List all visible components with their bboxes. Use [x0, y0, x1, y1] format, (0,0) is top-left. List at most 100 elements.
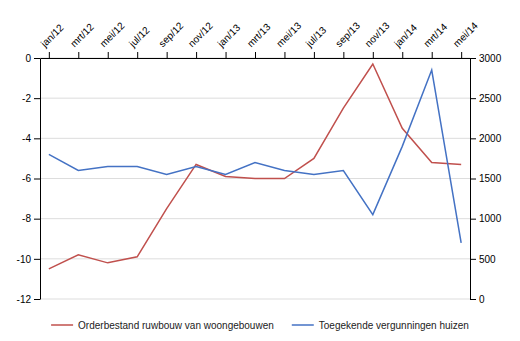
tick-label: jan/13: [215, 22, 243, 50]
legend-label: Toegekende vergunningen huizen: [319, 320, 469, 331]
tick-label: 0: [479, 294, 485, 305]
tick: mei/12: [98, 20, 127, 58]
y-axis-left: 0 -2 -4 -6 -8 -10 -12: [17, 53, 41, 305]
tick: -6: [22, 173, 40, 184]
tick-mark: [470, 179, 476, 180]
tick: mrt/14: [421, 21, 449, 58]
tick-mark: [34, 179, 40, 180]
tick-mark: [167, 52, 168, 58]
tick-label: jul/13: [303, 24, 329, 50]
tick-label: mei/13: [274, 20, 303, 49]
tick-mark: [34, 138, 40, 139]
tick-label: jul/12: [126, 24, 152, 50]
tick-label: 0: [25, 53, 31, 64]
legend: Orderbestand ruwbouw van woongebouwen Toe…: [51, 320, 469, 331]
tick-mark: [255, 52, 256, 58]
tick: nov/12: [186, 20, 215, 58]
tick-mark: [470, 98, 476, 99]
tick-mark: [432, 52, 433, 58]
tick-label: 500: [479, 254, 496, 265]
tick: jan/14: [391, 22, 419, 58]
tick: -8: [22, 213, 40, 224]
tick-label: jan/12: [38, 22, 66, 50]
tick-label: mei/12: [98, 20, 127, 49]
y-axis-right: 0 500 1000 1500 2000 2500 3000: [470, 53, 502, 305]
tick-mark: [34, 58, 40, 59]
tick-label: nov/12: [186, 20, 215, 49]
axis-line: [40, 59, 41, 300]
tick-label: -4: [22, 133, 31, 144]
tick-mark: [34, 299, 40, 300]
tick-mark: [49, 52, 50, 58]
tick-mark: [402, 52, 403, 58]
tick-mark: [108, 52, 109, 58]
tick-mark: [343, 52, 344, 58]
tick-mark: [470, 259, 476, 260]
tick: mei/14: [451, 20, 480, 58]
tick-label: -10: [17, 254, 32, 265]
tick-mark: [196, 52, 197, 58]
tick: sep/12: [156, 20, 185, 58]
tick-mark: [470, 299, 476, 300]
tick-label: sep/12: [156, 20, 185, 49]
axis-line: [41, 58, 471, 59]
line: [49, 70, 461, 243]
tick: nov/13: [363, 20, 392, 58]
tick-mark: [137, 52, 138, 58]
x-axis: jan/12mrt/12mei/12jul/12sep/12nov/12jan/…: [38, 20, 480, 59]
tick-mark: [470, 219, 476, 220]
grid: [40, 58, 470, 299]
tick-label: mrt/13: [245, 21, 273, 49]
tick-label: -6: [22, 173, 31, 184]
tick-label: 1500: [479, 173, 502, 184]
tick: 500: [470, 254, 496, 265]
tick: 0: [470, 294, 485, 305]
tick-label: mei/14: [451, 20, 480, 49]
tick: -12: [17, 294, 40, 305]
tick: mei/13: [274, 20, 303, 58]
tick-label: 2000: [479, 133, 502, 144]
legend-item: Orderbestand ruwbouw van woongebouwen: [51, 320, 274, 331]
tick-mark: [34, 259, 40, 260]
tick-label: nov/13: [363, 20, 392, 49]
tick-mark: [373, 52, 374, 58]
tick: jan/12: [38, 22, 66, 58]
tick: 2000: [470, 133, 502, 144]
tick: 3000: [470, 53, 502, 64]
tick: 0: [25, 53, 40, 64]
grid-line: [40, 299, 470, 300]
legend-swatch: [292, 324, 314, 326]
tick-mark: [34, 98, 40, 99]
tick-mark: [284, 52, 285, 58]
tick-label: -8: [22, 213, 31, 224]
tick-mark: [461, 52, 462, 58]
tick-mark: [314, 52, 315, 58]
legend-swatch: [51, 324, 73, 326]
legend-label: Orderbestand ruwbouw van woongebouwen: [78, 320, 274, 331]
tick-label: -12: [17, 294, 32, 305]
legend-item: Toegekende vergunningen huizen: [292, 320, 469, 331]
tick-mark: [470, 138, 476, 139]
tick: 1000: [470, 213, 502, 224]
grid-line: [40, 218, 470, 219]
tick-label: sep/13: [333, 20, 362, 49]
tick-label: 2500: [479, 93, 502, 104]
tick: jul/12: [126, 24, 152, 58]
tick: mrt/13: [245, 21, 273, 58]
tick-label: -2: [22, 93, 31, 104]
tick-mark: [226, 52, 227, 58]
grid-line: [40, 98, 470, 99]
tick-mark: [470, 58, 476, 59]
tick: sep/13: [333, 20, 362, 58]
tick-label: mrt/12: [68, 21, 96, 49]
tick-mark: [34, 219, 40, 220]
line: [49, 64, 461, 269]
tick: -10: [17, 254, 40, 265]
tick: jul/13: [303, 24, 329, 58]
tick-mark: [78, 52, 79, 58]
tick: -4: [22, 133, 40, 144]
chart: 0-2-4-6-8-10-12050010001500200025003000j…: [0, 0, 520, 341]
grid-line: [40, 258, 470, 259]
lines: [49, 64, 461, 269]
tick: 2500: [470, 93, 502, 104]
